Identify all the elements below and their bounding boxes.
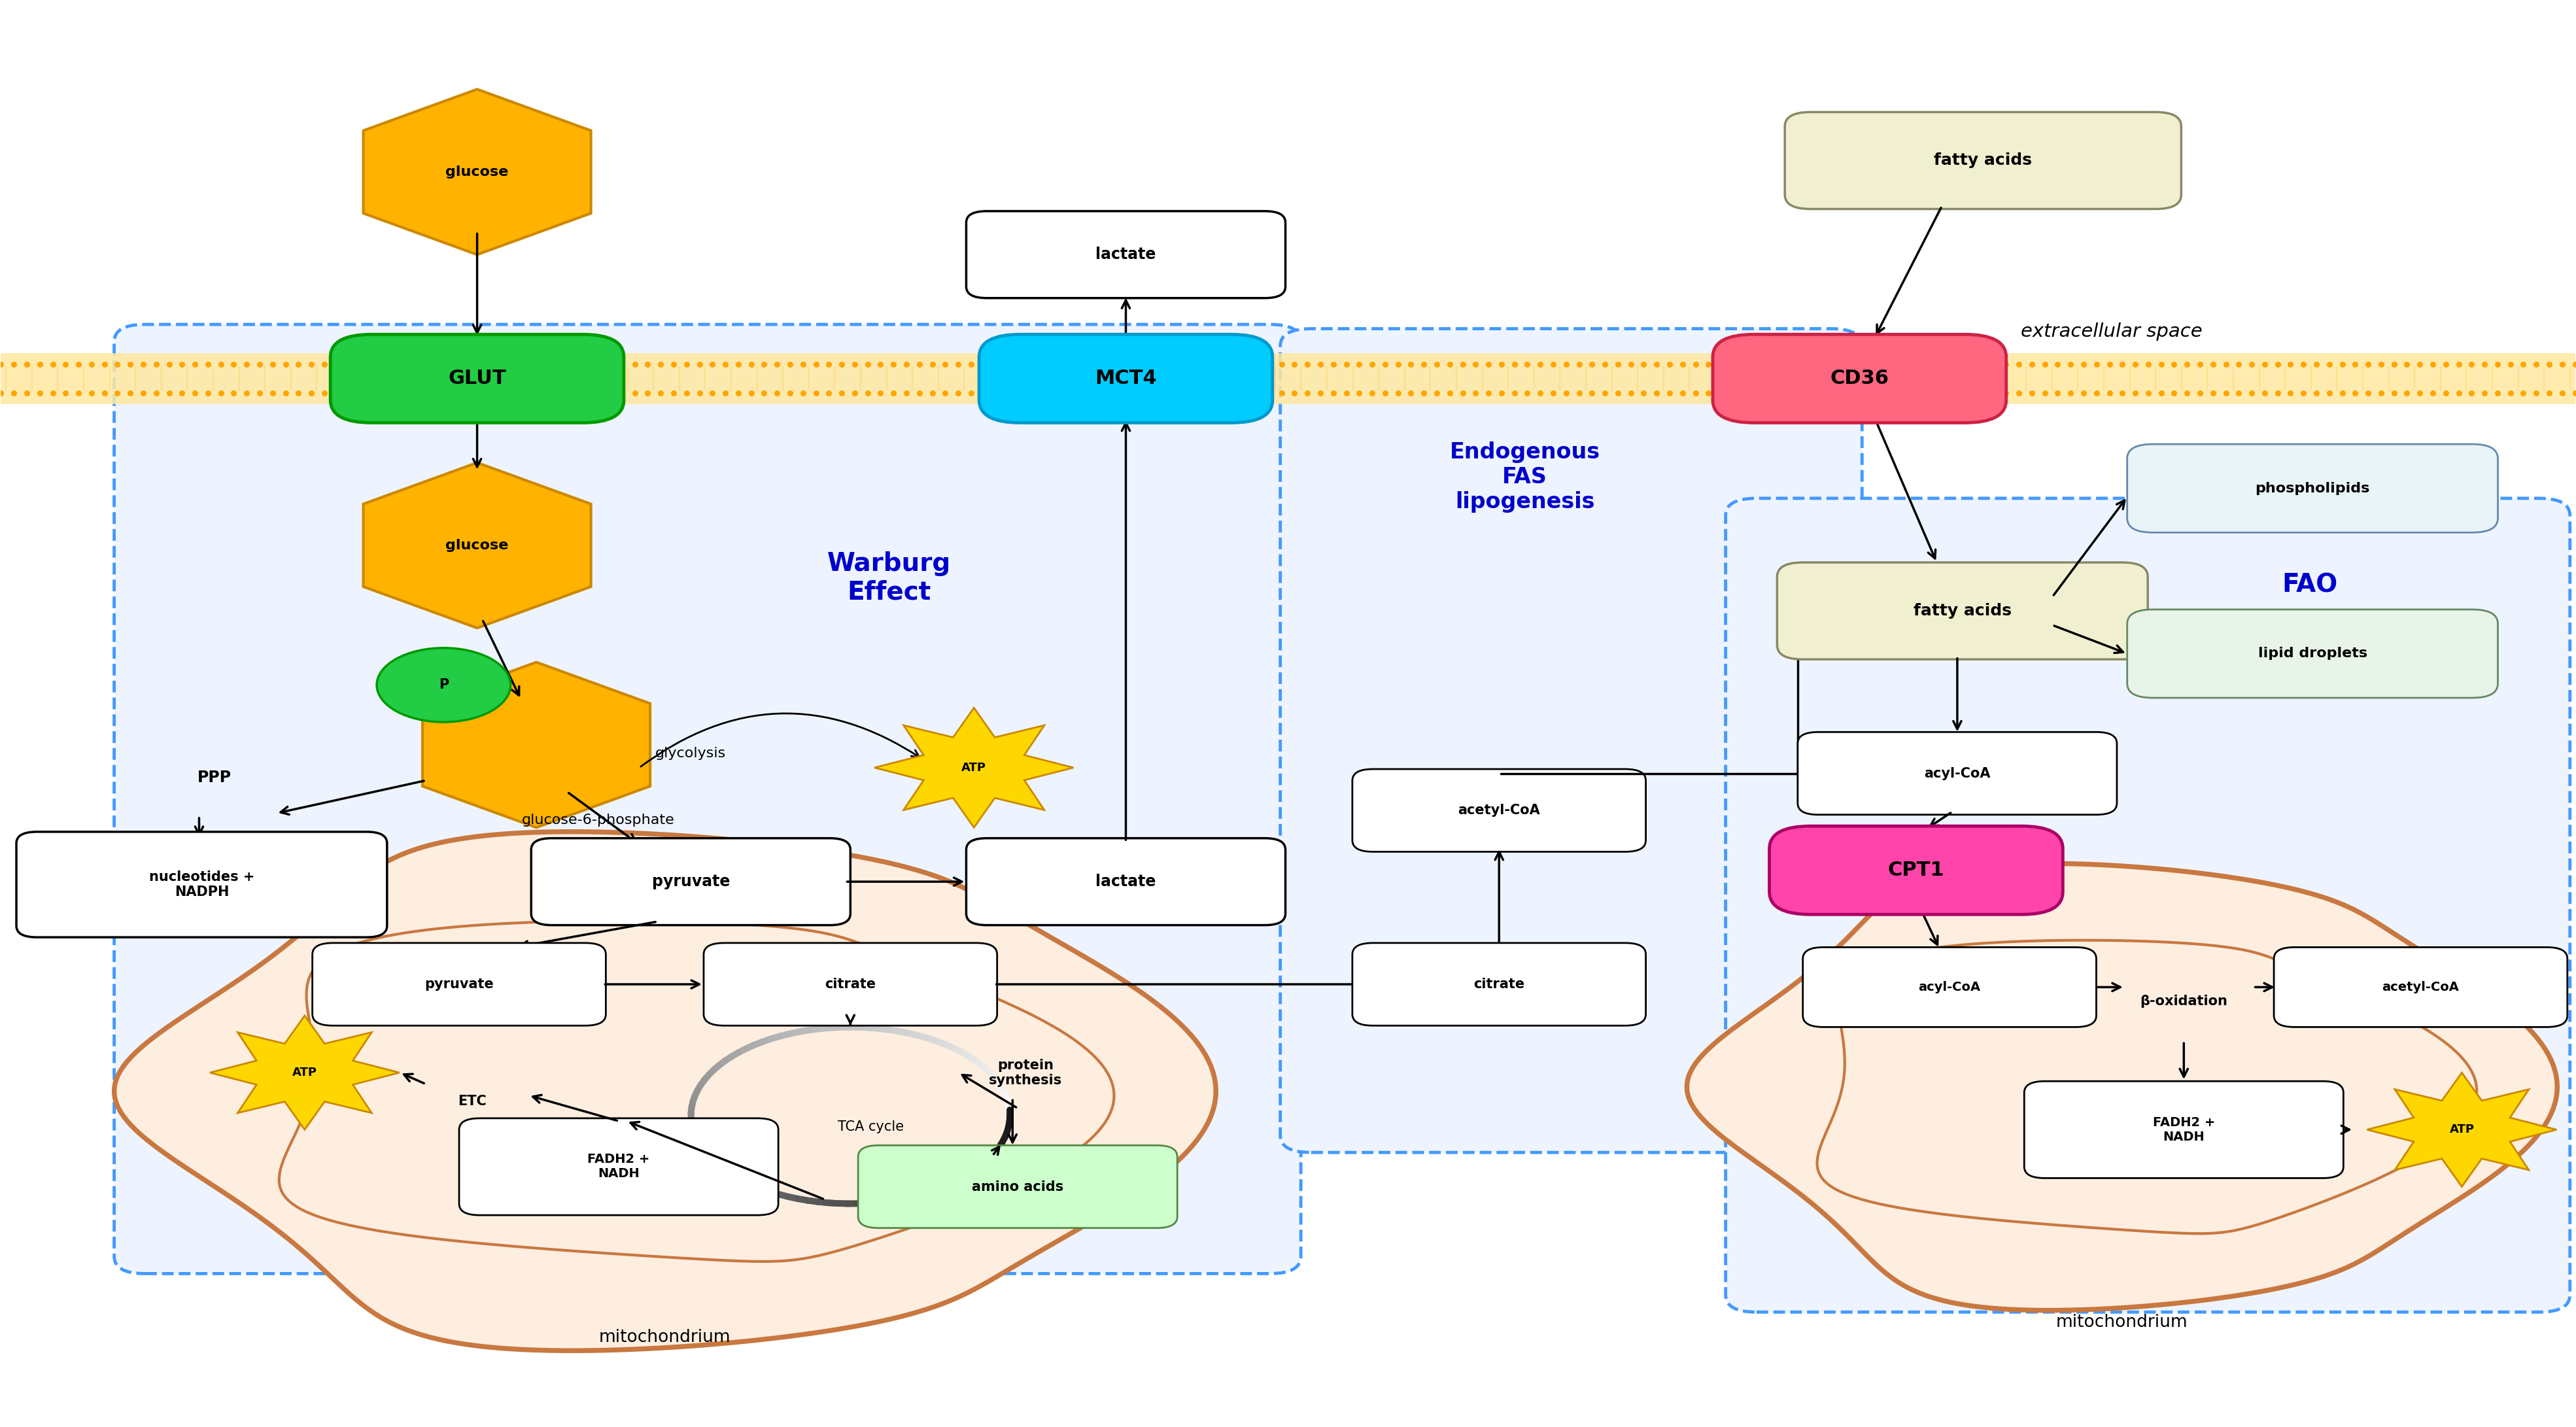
Text: mitochondrium: mitochondrium	[600, 1329, 732, 1346]
Text: glycolysis: glycolysis	[654, 746, 726, 761]
Text: phospholipids: phospholipids	[2254, 482, 2370, 495]
Text: CPT1: CPT1	[1888, 860, 1945, 880]
FancyBboxPatch shape	[2025, 1082, 2344, 1179]
Text: acetyl-CoA: acetyl-CoA	[1458, 803, 1540, 816]
FancyBboxPatch shape	[2128, 609, 2499, 698]
FancyBboxPatch shape	[1726, 498, 2571, 1311]
Text: glucose: glucose	[446, 539, 507, 552]
Text: acetyl-CoA: acetyl-CoA	[2383, 980, 2460, 993]
Text: protein
synthesis: protein synthesis	[989, 1059, 1061, 1087]
Text: fatty acids: fatty acids	[1935, 153, 2032, 168]
FancyBboxPatch shape	[113, 324, 1301, 1273]
FancyBboxPatch shape	[330, 334, 623, 422]
FancyBboxPatch shape	[1803, 948, 2097, 1027]
Text: FAO: FAO	[2282, 572, 2339, 598]
FancyBboxPatch shape	[966, 211, 1285, 298]
FancyBboxPatch shape	[1777, 562, 2148, 659]
Text: acyl-CoA: acyl-CoA	[1919, 980, 1981, 993]
Text: ETC: ETC	[459, 1095, 487, 1107]
Text: CD36: CD36	[1829, 370, 1888, 388]
Text: lactate: lactate	[1095, 247, 1157, 263]
Text: MCT4: MCT4	[1095, 370, 1157, 388]
Polygon shape	[422, 662, 649, 828]
Text: Endogenous
FAS
lipogenesis: Endogenous FAS lipogenesis	[1450, 441, 1600, 512]
Text: acyl-CoA: acyl-CoA	[1924, 766, 1991, 781]
FancyBboxPatch shape	[1352, 769, 1646, 852]
Text: glucose: glucose	[446, 166, 507, 178]
Polygon shape	[363, 462, 590, 628]
Text: β-oxidation: β-oxidation	[2141, 995, 2228, 1007]
FancyBboxPatch shape	[1352, 943, 1646, 1026]
Text: lipid droplets: lipid droplets	[2259, 646, 2367, 661]
FancyBboxPatch shape	[1713, 334, 2007, 422]
FancyBboxPatch shape	[1280, 328, 1862, 1153]
FancyBboxPatch shape	[531, 838, 850, 925]
Text: TCA cycle: TCA cycle	[837, 1120, 904, 1133]
Text: extracellular space: extracellular space	[2022, 323, 2202, 341]
FancyBboxPatch shape	[2128, 444, 2499, 532]
Polygon shape	[2367, 1073, 2555, 1187]
Polygon shape	[113, 832, 1216, 1350]
Polygon shape	[1687, 863, 2558, 1310]
FancyBboxPatch shape	[312, 943, 605, 1026]
FancyBboxPatch shape	[459, 1119, 778, 1216]
Text: P: P	[438, 678, 448, 692]
FancyBboxPatch shape	[1770, 826, 2063, 915]
Text: FADH2 +
NADH: FADH2 + NADH	[587, 1153, 649, 1180]
Polygon shape	[209, 1016, 399, 1130]
FancyBboxPatch shape	[1798, 732, 2117, 815]
Text: nucleotides +
NADPH: nucleotides + NADPH	[149, 870, 255, 899]
FancyBboxPatch shape	[1785, 113, 2182, 208]
Text: lactate: lactate	[1095, 873, 1157, 889]
Text: pyruvate: pyruvate	[425, 977, 495, 990]
Text: ATP: ATP	[291, 1067, 317, 1079]
FancyBboxPatch shape	[979, 334, 1273, 422]
Text: amino acids: amino acids	[971, 1180, 1064, 1193]
Text: pyruvate: pyruvate	[652, 873, 729, 889]
Polygon shape	[363, 90, 590, 254]
Text: ATP: ATP	[2450, 1124, 2476, 1136]
Text: mitochondrium: mitochondrium	[2056, 1313, 2187, 1330]
FancyBboxPatch shape	[703, 943, 997, 1026]
Text: Warburg
Effect: Warburg Effect	[827, 551, 951, 605]
FancyBboxPatch shape	[966, 838, 1285, 925]
Circle shape	[376, 648, 510, 722]
Text: PPP: PPP	[198, 769, 232, 785]
FancyBboxPatch shape	[858, 1146, 1177, 1229]
Text: citrate: citrate	[1473, 977, 1525, 990]
Polygon shape	[873, 708, 1074, 828]
FancyBboxPatch shape	[2275, 948, 2568, 1027]
FancyBboxPatch shape	[15, 832, 386, 938]
Text: fatty acids: fatty acids	[1914, 604, 2012, 619]
Text: citrate: citrate	[824, 977, 876, 990]
Text: glucose-6-phosphate: glucose-6-phosphate	[523, 813, 675, 826]
Text: ATP: ATP	[961, 762, 987, 773]
Bar	[0, 352, 2576, 404]
Text: GLUT: GLUT	[448, 370, 505, 388]
Text: FADH2 +
NADH: FADH2 + NADH	[2154, 1116, 2215, 1143]
